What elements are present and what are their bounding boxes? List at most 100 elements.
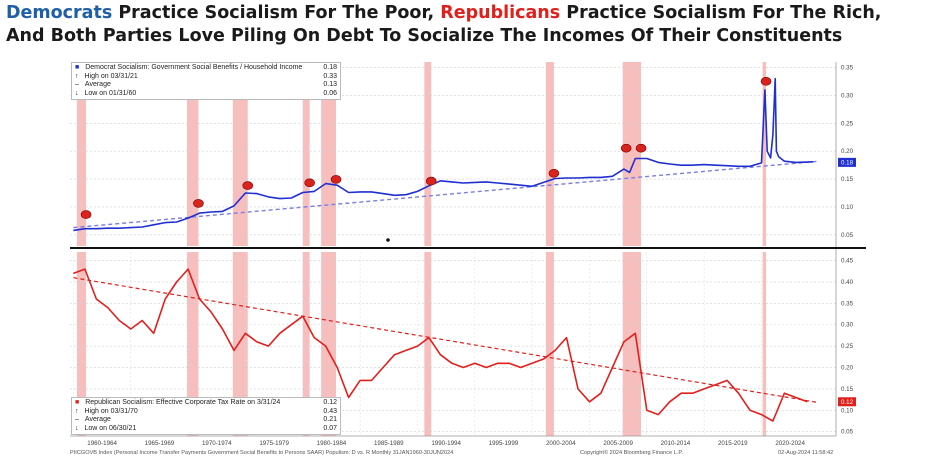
bottom-legend-average-value: 0.21 xyxy=(323,416,337,424)
footer-copyright: Copyright© 2024 Bloomberg Finance L.P. xyxy=(580,450,683,456)
recession-band-bottom xyxy=(232,252,248,436)
x-tick-label: 1965-1969 xyxy=(145,440,175,447)
title-democrats-word: Democrats xyxy=(6,3,113,23)
donkey-marker-icon xyxy=(635,143,647,153)
republican-last-value-label: 0.12 xyxy=(841,399,854,406)
average-marker-icon: – xyxy=(75,81,79,89)
x-tick-label: 1960-1964 xyxy=(87,440,117,447)
top-legend-average-value: 0.13 xyxy=(323,81,337,89)
recession-band-bottom xyxy=(424,252,432,436)
bottom-legend-low-value: 0.07 xyxy=(323,424,337,432)
x-tick-label: 1990-1994 xyxy=(431,440,461,447)
annotation-dot xyxy=(386,238,390,242)
top-y-tick-label: 0.15 xyxy=(841,176,854,183)
recession-band-top xyxy=(302,62,310,246)
recession-band-top xyxy=(232,62,248,246)
low-marker-icon: ↓ xyxy=(75,424,79,432)
red-square-icon: ■ xyxy=(75,399,80,406)
recession-band-bottom xyxy=(321,252,337,436)
top-y-tick-label: 0.20 xyxy=(841,148,854,155)
bottom-y-tick-label: 0.35 xyxy=(841,300,854,307)
republican-series-line xyxy=(73,268,808,422)
title-republicans-word: Republicans xyxy=(440,3,561,23)
donkey-marker-icon xyxy=(548,169,560,178)
bottom-y-tick-label: 0.40 xyxy=(841,279,854,286)
x-tick-label: 2020-2024 xyxy=(775,440,805,447)
recession-band-bottom xyxy=(186,252,199,436)
donkey-marker-icon xyxy=(620,143,632,153)
x-tick-label: 2000-2004 xyxy=(546,440,576,447)
x-tick-label: 2005-2009 xyxy=(603,440,633,447)
top-y-tick-label: 0.05 xyxy=(841,232,854,239)
donkey-marker-icon xyxy=(425,176,437,186)
footer-source: PIICGOVB Index (Personal Income Transfer… xyxy=(70,450,454,456)
republican-last-value-box xyxy=(838,397,856,407)
bottom-legend: ■ Republican Socialism: Effective Corpora… xyxy=(71,397,341,436)
donkey-marker-icon xyxy=(193,199,204,208)
top-legend-series-row: ■ Democrat Socialism: Government Social B… xyxy=(75,64,337,73)
top-legend-series-value: 0.18 xyxy=(323,64,337,71)
republican-trend-line xyxy=(73,277,819,404)
donkey-marker-icon xyxy=(304,178,315,188)
top-legend-low-value: 0.06 xyxy=(323,89,337,97)
democrat-series-line xyxy=(73,77,814,232)
bottom-legend-average-row: – Average 0.21 xyxy=(75,416,337,425)
top-legend: ■ Democrat Socialism: Government Social B… xyxy=(71,62,341,101)
democrat-last-value-label: 0.18 xyxy=(841,160,854,167)
chart-title: Democrats Practice Socialism For The Poo… xyxy=(6,2,936,48)
x-tick-label: 1995-1999 xyxy=(489,440,519,447)
average-marker-icon: – xyxy=(75,416,79,424)
top-y-tick-label: 0.25 xyxy=(841,120,854,127)
x-tick-label: 1980-1984 xyxy=(317,440,347,447)
top-legend-low-row: ↓ Low on 01/31/60 0.06 xyxy=(75,90,337,99)
blue-square-icon: ■ xyxy=(75,64,80,71)
high-marker-icon: ↑ xyxy=(75,407,79,415)
donkey-marker-icon xyxy=(330,175,342,184)
top-legend-low: Low on 01/31/60 xyxy=(84,89,137,97)
x-tick-label: 2015-2019 xyxy=(718,440,748,447)
title-line1-end: Practice Socialism For The Rich, xyxy=(560,3,882,23)
bottom-y-tick-label: 0.25 xyxy=(841,343,854,350)
bottom-legend-high: High on 03/31/70 xyxy=(84,407,138,415)
recession-band-bottom xyxy=(762,252,767,436)
recession-band-top xyxy=(424,62,432,246)
title-line1-mid: Practice Socialism For The Poor, xyxy=(112,3,441,23)
recession-band-top xyxy=(321,62,337,246)
x-tick-label: 2010-2014 xyxy=(661,440,691,447)
top-legend-high-row: ↑ High on 03/31/21 0.33 xyxy=(75,73,337,82)
democrat-last-value-box xyxy=(838,157,856,167)
bottom-y-tick-label: 0.30 xyxy=(841,322,854,329)
recession-band-bottom xyxy=(622,252,642,436)
donkey-marker-icon xyxy=(760,77,772,86)
top-legend-series: Democrat Socialism: Government Social Be… xyxy=(85,64,303,71)
recession-band-bottom xyxy=(545,252,554,436)
democrat-trend-line xyxy=(73,160,819,229)
bottom-y-tick-label: 0.10 xyxy=(841,407,854,414)
top-legend-high: High on 03/31/21 xyxy=(84,72,138,80)
bottom-legend-low: Low on 06/30/21 xyxy=(84,424,137,432)
top-legend-average-row: – Average 0.13 xyxy=(75,81,337,90)
bottom-legend-series-value: 0.12 xyxy=(323,399,337,406)
bottom-y-tick-label: 0.20 xyxy=(841,365,854,372)
top-y-tick-label: 0.10 xyxy=(841,204,854,211)
bottom-legend-high-value: 0.43 xyxy=(323,407,337,415)
recession-band-bottom xyxy=(302,252,310,436)
recession-band-top xyxy=(186,62,199,246)
bottom-legend-average: Average xyxy=(84,416,111,424)
x-tick-label: 1985-1989 xyxy=(374,440,404,447)
recession-band-top xyxy=(545,62,554,246)
bottom-y-tick-label: 0.05 xyxy=(841,429,854,436)
bottom-legend-low-row: ↓ Low on 06/30/21 0.07 xyxy=(75,425,337,434)
bottom-legend-series-row: ■ Republican Socialism: Effective Corpora… xyxy=(75,399,337,408)
bottom-y-tick-label: 0.15 xyxy=(841,386,854,393)
bottom-legend-series: Republican Socialism: Effective Corporat… xyxy=(85,399,281,406)
footer-timestamp: 02-Aug-2024 11:58:42 xyxy=(778,450,834,456)
bottom-y-tick-label: 0.45 xyxy=(841,258,854,265)
top-legend-average: Average xyxy=(84,81,111,89)
donkey-marker-icon xyxy=(80,210,92,219)
recession-band-top xyxy=(762,62,767,246)
low-marker-icon: ↓ xyxy=(75,89,79,97)
high-marker-icon: ↑ xyxy=(75,72,79,80)
bottom-legend-high-row: ↑ High on 03/31/70 0.43 xyxy=(75,408,337,417)
